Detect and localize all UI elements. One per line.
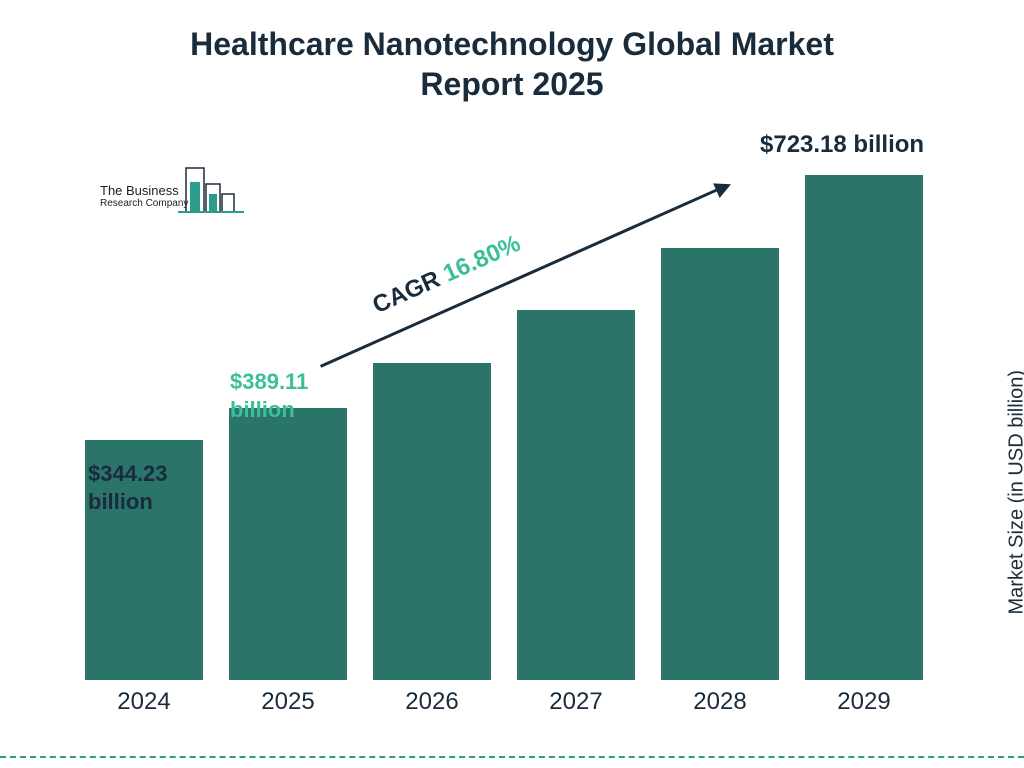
bar — [373, 363, 491, 680]
x-tick-label: 2026 — [373, 688, 491, 716]
x-tick-label: 2029 — [805, 688, 923, 716]
x-tick-label: 2027 — [517, 688, 635, 716]
y-axis-label: Market Size (in USD billion) — [1006, 370, 1024, 615]
chart-title: Healthcare Nanotechnology Global Market … — [0, 24, 1024, 104]
bar — [517, 310, 635, 680]
value-label: $723.18 billion — [760, 130, 924, 160]
x-tick-label: 2024 — [85, 688, 203, 716]
bottom-dashed-divider — [0, 756, 1024, 758]
title-line2: Report 2025 — [420, 66, 603, 102]
x-tick-label: 2025 — [229, 688, 347, 716]
value-label: $344.23billion — [88, 460, 168, 515]
bar — [229, 408, 347, 680]
value-label: $389.11billion — [230, 368, 308, 423]
bar — [805, 175, 923, 680]
bar — [661, 248, 779, 680]
title-line1: Healthcare Nanotechnology Global Market — [190, 26, 834, 62]
x-tick-label: 2028 — [661, 688, 779, 716]
